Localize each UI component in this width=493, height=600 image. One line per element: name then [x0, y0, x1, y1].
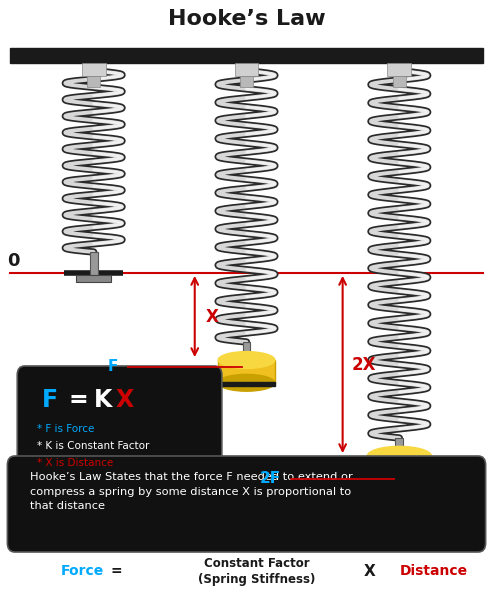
Ellipse shape — [218, 352, 275, 368]
Text: X: X — [116, 388, 134, 412]
Ellipse shape — [367, 469, 431, 488]
FancyBboxPatch shape — [17, 366, 222, 465]
Text: Constant Factor
(Spring Stiffness): Constant Factor (Spring Stiffness) — [198, 557, 315, 586]
Text: Hooke’s Law: Hooke’s Law — [168, 9, 325, 29]
Ellipse shape — [218, 374, 275, 391]
Text: F: F — [42, 388, 58, 412]
Text: X: X — [206, 307, 218, 325]
Bar — [90, 252, 98, 275]
Text: K: K — [94, 388, 112, 412]
Bar — [82, 63, 106, 76]
Bar — [243, 342, 250, 360]
Text: =: = — [69, 388, 97, 412]
Bar — [367, 500, 431, 506]
Bar — [393, 76, 406, 87]
Text: 2F: 2F — [260, 471, 281, 486]
Text: Force: Force — [60, 564, 104, 578]
Text: 0: 0 — [7, 252, 20, 270]
Bar — [235, 63, 258, 76]
Bar — [87, 76, 100, 87]
Text: F: F — [108, 359, 118, 374]
Bar — [240, 76, 253, 87]
Bar — [367, 456, 431, 479]
Bar — [218, 360, 275, 383]
Text: Distance: Distance — [400, 564, 468, 578]
Text: X: X — [364, 564, 376, 578]
Bar — [76, 275, 111, 282]
Bar — [387, 63, 411, 76]
Text: * K is Constant Factor: * K is Constant Factor — [37, 441, 149, 451]
Text: * X is Distance: * X is Distance — [37, 458, 113, 468]
Bar — [218, 382, 275, 386]
Bar — [395, 438, 403, 456]
Text: Hooke’s Law States that the force F needed to extend or
compress a spring by som: Hooke’s Law States that the force F need… — [30, 472, 352, 511]
Bar — [367, 478, 431, 501]
Ellipse shape — [367, 446, 431, 466]
Text: =: = — [111, 564, 123, 578]
Text: 2X: 2X — [352, 355, 376, 373]
Text: * F is Force: * F is Force — [37, 424, 94, 434]
Bar — [10, 48, 483, 63]
Ellipse shape — [367, 491, 431, 511]
FancyBboxPatch shape — [7, 456, 486, 552]
